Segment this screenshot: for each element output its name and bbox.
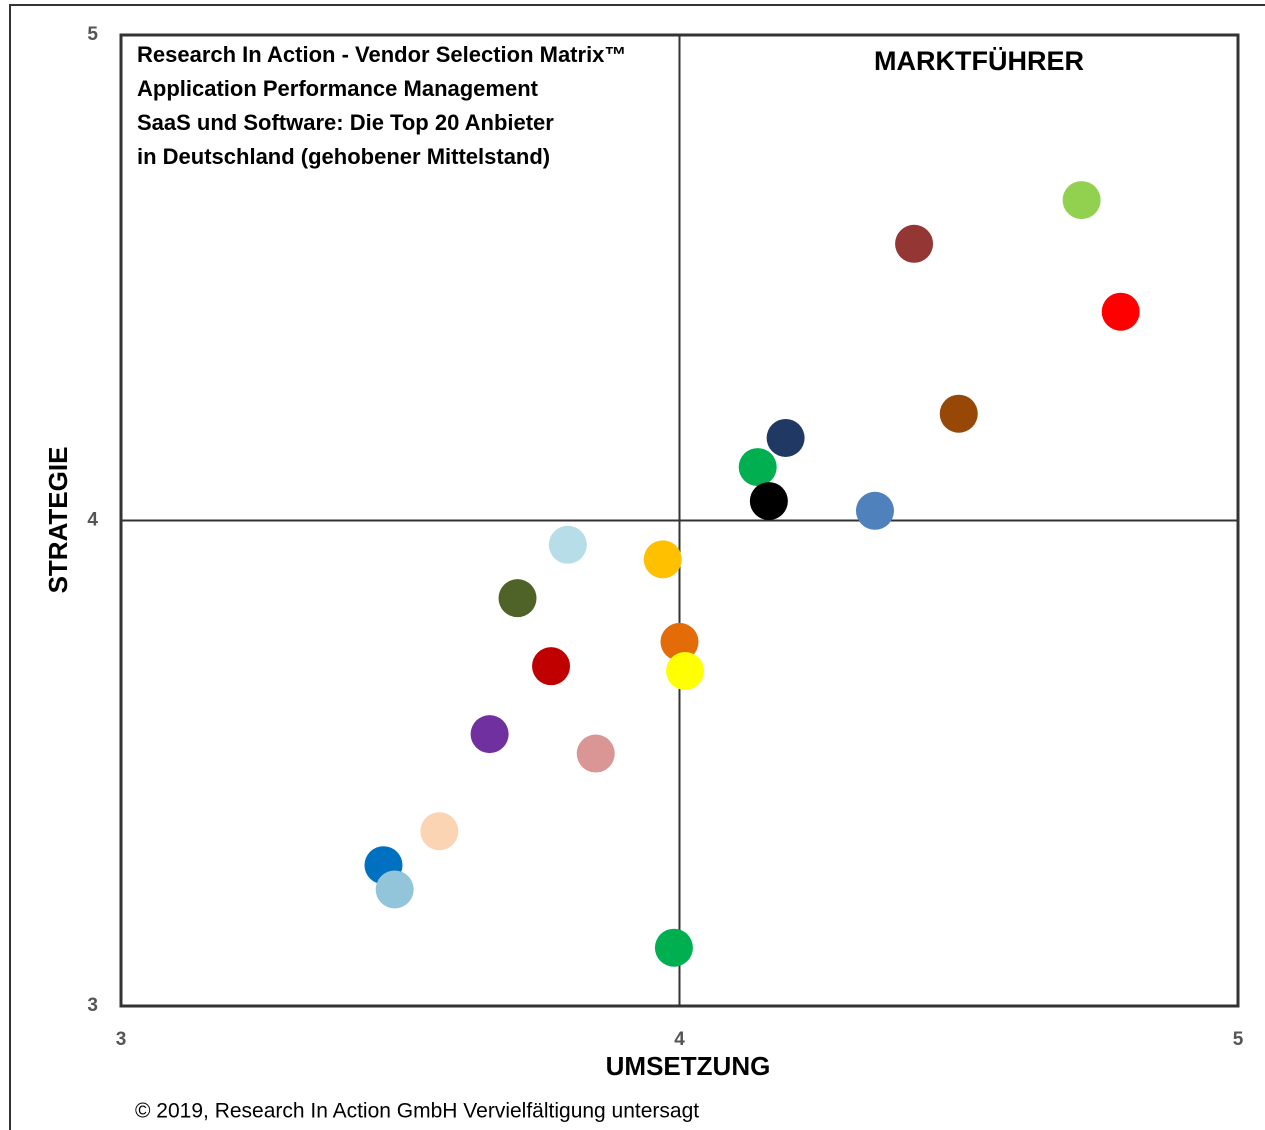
data-point xyxy=(939,394,978,433)
y-tick-label: 4 xyxy=(87,510,98,531)
data-point xyxy=(470,715,509,754)
quadrant-label: MARKTFÜHRER xyxy=(874,46,1084,76)
chart-title: in Deutschland (gehobener Mittelstand) xyxy=(137,144,550,169)
y-tick-label: 3 xyxy=(87,995,98,1016)
data-point xyxy=(420,812,459,851)
chart-title: Application Performance Management xyxy=(137,76,539,101)
y-tick-label: 5 xyxy=(87,24,98,45)
data-point xyxy=(766,418,805,457)
x-axis-label: UMSETZUNG xyxy=(606,1051,771,1081)
frame xyxy=(9,4,1265,1130)
x-tick-label: 3 xyxy=(116,1029,127,1050)
data-point xyxy=(749,482,788,521)
data-point xyxy=(1062,181,1101,220)
data-point xyxy=(1101,292,1140,331)
data-point xyxy=(660,622,699,661)
data-point xyxy=(643,540,682,579)
data-point xyxy=(654,928,693,967)
x-tick-label: 4 xyxy=(674,1029,685,1050)
data-point xyxy=(576,734,615,773)
data-point xyxy=(738,448,777,487)
data-point xyxy=(855,491,894,530)
data-point xyxy=(548,525,587,564)
chart-title: Research In Action - Vendor Selection Ma… xyxy=(137,42,626,67)
data-point xyxy=(532,647,571,686)
data-point xyxy=(666,652,705,691)
data-point xyxy=(498,579,537,618)
y-axis-label: STRATEGIE xyxy=(43,447,73,594)
footer: © 2019, Research In Action GmbH Vervielf… xyxy=(135,1100,699,1123)
x-tick-label: 5 xyxy=(1233,1029,1244,1050)
chart-title: SaaS und Software: Die Top 20 Anbieter xyxy=(137,110,554,135)
data-point xyxy=(895,224,934,263)
data-point xyxy=(375,870,414,909)
